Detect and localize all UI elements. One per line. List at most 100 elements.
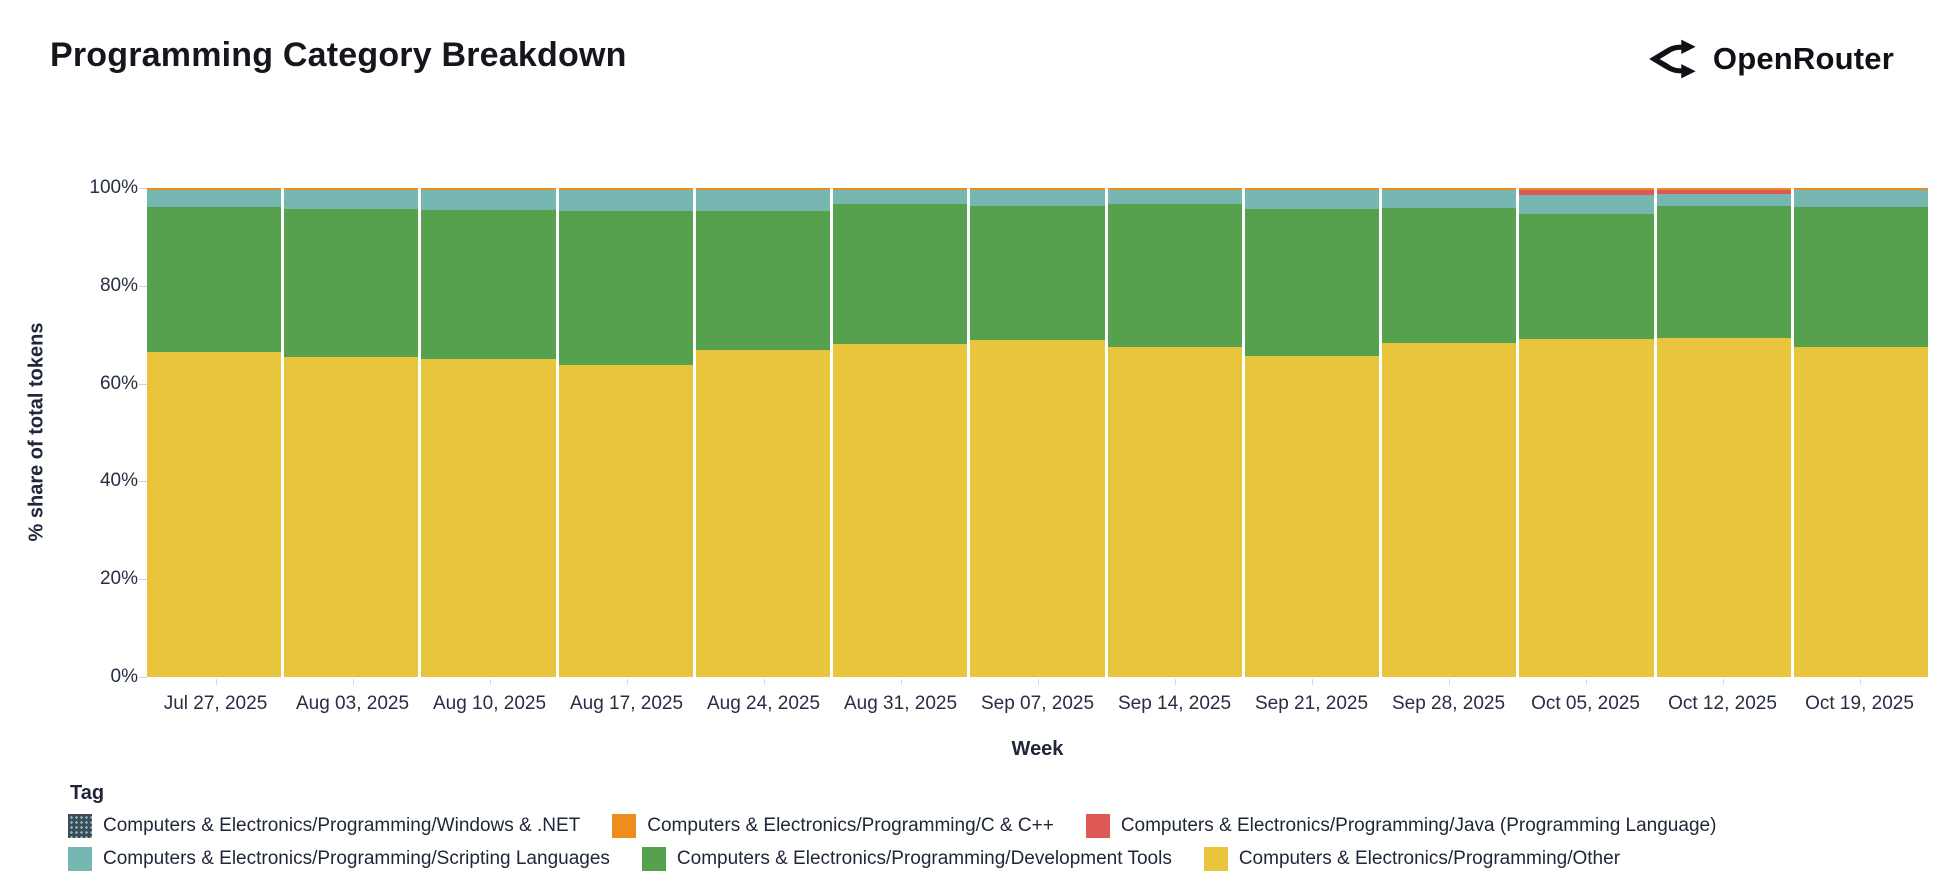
segment-other[interactable] bbox=[1107, 347, 1242, 677]
segment-scripting-languages[interactable] bbox=[970, 190, 1105, 206]
y-tick-label: 0% bbox=[110, 666, 138, 687]
legend-swatch-other bbox=[1203, 847, 1228, 871]
bar-week-aug-10-2025[interactable] bbox=[421, 188, 556, 677]
segment-scripting-languages[interactable] bbox=[1382, 190, 1517, 208]
segment-development-tools[interactable] bbox=[1244, 208, 1380, 357]
bar-week-sep-21-2025[interactable] bbox=[1244, 188, 1380, 677]
segment-other[interactable] bbox=[558, 364, 693, 677]
bar-week-oct-05-2025[interactable] bbox=[1519, 188, 1654, 677]
segment-scripting-languages[interactable] bbox=[695, 190, 831, 212]
x-tick-label: Aug 10, 2025 bbox=[421, 679, 558, 715]
segment-scripting-languages[interactable] bbox=[284, 190, 419, 209]
x-tick-mark bbox=[1722, 679, 1724, 685]
x-tick-label: Sep 21, 2025 bbox=[1243, 679, 1380, 715]
segment-development-tools[interactable] bbox=[284, 208, 419, 357]
segment-other[interactable] bbox=[1519, 338, 1654, 677]
legend-item-scripting-languages[interactable]: Computers & Electronics/Programming/Scri… bbox=[68, 847, 610, 871]
x-tick-mark bbox=[1859, 679, 1861, 685]
segment-development-tools[interactable] bbox=[833, 204, 968, 345]
segment-c-cpp[interactable] bbox=[833, 188, 968, 190]
segment-c-cpp[interactable] bbox=[147, 188, 282, 190]
segment-c-cpp[interactable] bbox=[695, 188, 831, 190]
bar-week-aug-31-2025[interactable] bbox=[833, 188, 968, 677]
x-axis: Jul 27, 2025 Aug 03, 2025 Aug 10, 2025 Aug … bbox=[147, 679, 1928, 715]
segment-c-cpp[interactable] bbox=[1656, 188, 1791, 190]
segment-c-cpp[interactable] bbox=[558, 188, 693, 190]
segment-scripting-languages[interactable] bbox=[421, 190, 556, 210]
x-tick-label: Sep 28, 2025 bbox=[1380, 679, 1517, 715]
legend-title: Tag bbox=[70, 782, 105, 804]
bar-week-oct-12-2025[interactable] bbox=[1656, 188, 1791, 677]
legend-row: Computers & Electronics/Programming/Wind… bbox=[68, 814, 1716, 838]
segment-scripting-languages[interactable] bbox=[558, 190, 693, 211]
segment-c-cpp[interactable] bbox=[1107, 188, 1242, 190]
segment-java[interactable] bbox=[1519, 190, 1654, 195]
x-tick-mark bbox=[900, 679, 902, 685]
y-tick-mark bbox=[139, 383, 147, 385]
legend-swatch-java bbox=[1085, 814, 1110, 838]
bar-week-sep-28-2025[interactable] bbox=[1382, 188, 1517, 677]
x-tick-mark bbox=[1448, 679, 1450, 685]
segment-development-tools[interactable] bbox=[970, 205, 1105, 340]
bar-week-oct-19-2025[interactable] bbox=[1793, 188, 1929, 677]
y-tick-label: 80% bbox=[99, 274, 138, 296]
segment-other[interactable] bbox=[833, 344, 968, 677]
segment-c-cpp[interactable] bbox=[284, 188, 419, 190]
legend-label: Computers & Electronics/Programming/C & … bbox=[647, 815, 1054, 836]
segment-java[interactable] bbox=[1656, 189, 1791, 194]
segment-other[interactable] bbox=[695, 349, 831, 677]
legend-swatch-scripting-languages bbox=[68, 847, 92, 871]
legend-item-windows-net[interactable]: Computers & Electronics/Programming/Wind… bbox=[68, 814, 580, 838]
x-tick-label: Sep 14, 2025 bbox=[1106, 679, 1243, 715]
segment-scripting-languages[interactable] bbox=[1793, 190, 1929, 207]
segment-c-cpp[interactable] bbox=[1519, 188, 1654, 190]
legend-item-c-cpp[interactable]: Computers & Electronics/Programming/C & … bbox=[612, 814, 1054, 838]
segment-development-tools[interactable] bbox=[1107, 204, 1242, 348]
segment-c-cpp[interactable] bbox=[1382, 188, 1517, 190]
segment-development-tools[interactable] bbox=[1382, 207, 1517, 343]
segment-scripting-languages[interactable] bbox=[147, 190, 282, 208]
segment-scripting-languages[interactable] bbox=[1244, 190, 1380, 209]
bar-week-aug-17-2025[interactable] bbox=[558, 188, 693, 677]
bar-week-aug-03-2025[interactable] bbox=[284, 188, 419, 677]
bar-week-sep-07-2025[interactable] bbox=[970, 188, 1105, 677]
segment-c-cpp[interactable] bbox=[970, 188, 1105, 190]
brand-logo[interactable]: OpenRouter bbox=[1645, 32, 1894, 86]
legend-item-java[interactable]: Computers & Electronics/Programming/Java… bbox=[1085, 814, 1717, 838]
segment-other[interactable] bbox=[1244, 356, 1380, 677]
legend-item-other[interactable]: Computers & Electronics/Programming/Othe… bbox=[1203, 847, 1620, 871]
segment-development-tools[interactable] bbox=[1793, 206, 1929, 348]
segment-other[interactable] bbox=[970, 339, 1105, 677]
segment-development-tools[interactable] bbox=[558, 211, 693, 365]
segment-scripting-languages[interactable] bbox=[833, 190, 968, 205]
segment-development-tools[interactable] bbox=[1519, 213, 1654, 339]
segment-other[interactable] bbox=[284, 356, 419, 677]
y-tick-mark bbox=[139, 188, 147, 189]
brand-name: OpenRouter bbox=[1712, 41, 1894, 76]
legend-item-development-tools[interactable]: Computers & Electronics/Programming/Deve… bbox=[641, 847, 1172, 871]
segment-other[interactable] bbox=[1656, 337, 1791, 677]
x-tick-label: Oct 05, 2025 bbox=[1517, 679, 1654, 715]
y-tick-label: 40% bbox=[99, 470, 138, 492]
legend-label: Computers & Electronics/Programming/Deve… bbox=[676, 848, 1172, 869]
segment-development-tools[interactable] bbox=[695, 211, 831, 350]
segment-development-tools[interactable] bbox=[421, 209, 556, 360]
segment-other[interactable] bbox=[147, 351, 282, 677]
x-tick-label: Aug 31, 2025 bbox=[832, 679, 969, 715]
segment-c-cpp[interactable] bbox=[1793, 188, 1929, 190]
bar-week-jul-27-2025[interactable] bbox=[147, 188, 282, 677]
segment-scripting-languages[interactable] bbox=[1656, 193, 1791, 206]
bar-week-sep-14-2025[interactable] bbox=[1107, 188, 1242, 677]
segment-other[interactable] bbox=[421, 359, 556, 677]
segment-c-cpp[interactable] bbox=[1244, 188, 1380, 190]
segment-other[interactable] bbox=[1793, 347, 1929, 677]
segment-c-cpp[interactable] bbox=[421, 188, 556, 190]
segment-other[interactable] bbox=[1382, 342, 1517, 677]
segment-scripting-languages[interactable] bbox=[1519, 194, 1654, 214]
segment-development-tools[interactable] bbox=[1656, 205, 1791, 338]
bar-week-aug-24-2025[interactable] bbox=[695, 188, 831, 677]
segment-scripting-languages[interactable] bbox=[1107, 190, 1242, 205]
legend-label: Computers & Electronics/Programming/Java… bbox=[1120, 815, 1717, 836]
segment-development-tools[interactable] bbox=[147, 207, 282, 352]
